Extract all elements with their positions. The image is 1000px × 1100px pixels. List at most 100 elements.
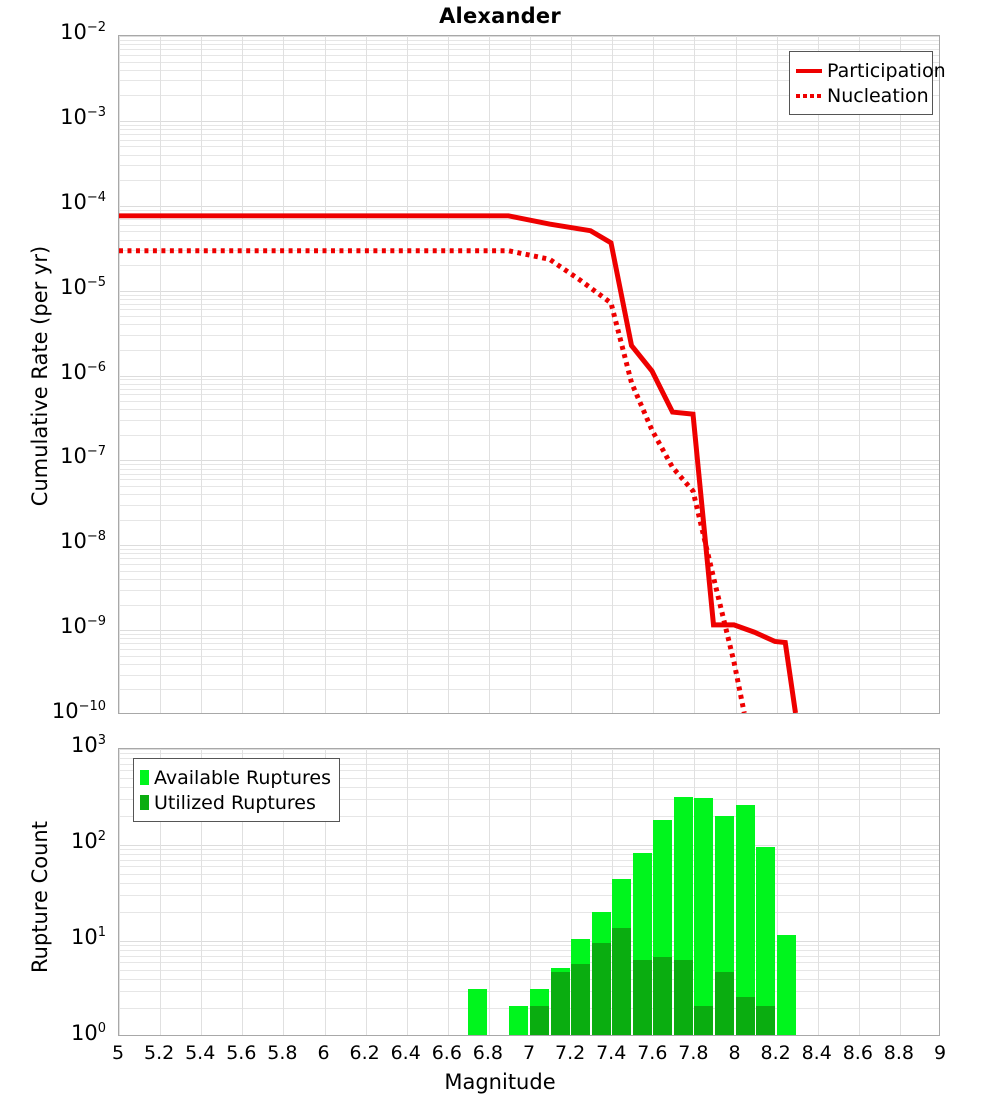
gridline-horizontal — [119, 845, 939, 846]
gridline-horizontal — [119, 849, 939, 851]
legend-item-participation[interactable]: Participation — [796, 58, 946, 83]
legend-item-available-ruptures[interactable]: Available Ruptures — [140, 765, 331, 790]
gridline-horizontal — [119, 44, 939, 46]
gridline-horizontal — [119, 648, 939, 650]
gridline-horizontal — [119, 349, 939, 351]
gridline-vertical — [160, 749, 162, 1035]
gridline-horizontal — [119, 630, 939, 632]
solid-line-swatch-icon — [796, 68, 822, 73]
legend-label-utilized-ruptures: Utilized Ruptures — [154, 791, 316, 814]
gridline-horizontal — [119, 36, 939, 37]
gridline-vertical — [571, 749, 573, 1035]
histogram-bars — [119, 749, 939, 1035]
gridline-vertical — [283, 749, 285, 1035]
xaxis-label: Magnitude — [444, 1070, 556, 1094]
gridline-horizontal — [119, 165, 939, 167]
histogram-bar — [653, 819, 673, 1035]
gridline-horizontal — [119, 579, 939, 581]
gridline-vertical — [817, 749, 819, 1035]
gridline-horizontal — [119, 479, 939, 481]
gridline-horizontal — [119, 553, 939, 555]
dotted-line-swatch-icon — [796, 93, 822, 98]
gridline-horizontal — [119, 991, 939, 993]
gridline-horizontal — [119, 69, 939, 71]
gridline-vertical — [201, 749, 203, 1035]
top-ytick-column: 10−2 10−3 10−4 10−5 10−6 10−7 10−8 10−9 10−10 — [0, 21, 112, 722]
xaxis-tick-label: 8 — [728, 1042, 741, 1064]
gridline-horizontal — [119, 231, 939, 233]
utilized-color-swatch-icon — [140, 795, 149, 810]
xaxis-tick-label: 7 — [522, 1042, 536, 1064]
bottom-yaxis-label: Rupture Count — [28, 821, 52, 973]
gridline-horizontal — [119, 224, 939, 226]
legend-label-nucleation: Nucleation — [827, 84, 929, 107]
gridline-horizontal — [119, 638, 939, 640]
histogram-bar — [735, 804, 755, 1035]
gridline-horizontal — [119, 205, 939, 207]
gridline-horizontal — [119, 394, 939, 396]
gridline-horizontal — [119, 799, 939, 801]
yaxis-tick-label: 101 — [70, 925, 106, 949]
gridline-horizontal — [119, 61, 939, 63]
gridline-horizontal — [119, 383, 939, 385]
gridline-horizontal — [119, 758, 939, 760]
xaxis-tick-label: 5 — [111, 1042, 125, 1064]
gridline-horizontal — [119, 604, 939, 606]
curve-participation — [119, 213, 798, 713]
gridline-horizontal — [119, 634, 939, 635]
gridline-vertical — [447, 749, 449, 1035]
gridline-vertical — [694, 36, 696, 713]
gridline-vertical — [530, 749, 531, 1035]
gridline-vertical — [612, 36, 614, 713]
histogram-bar-utilized — [571, 963, 591, 1035]
histogram-bar-utilized — [550, 972, 570, 1035]
gridline-horizontal — [119, 895, 939, 897]
gridline-horizontal — [119, 419, 939, 421]
xaxis-tick-label: 5.6 — [226, 1042, 257, 1064]
gridline-vertical — [858, 749, 860, 1035]
gridline-horizontal — [119, 674, 939, 676]
legend-label-participation: Participation — [827, 59, 946, 82]
legend-item-utilized-ruptures[interactable]: Utilized Ruptures — [140, 790, 331, 815]
legend-item-nucleation[interactable]: Nucleation — [796, 83, 929, 108]
gridline-vertical — [406, 749, 408, 1035]
gridline-vertical — [858, 36, 860, 713]
curve-nucleation — [119, 248, 747, 713]
bottom-ytick-column: 103 102 101 100 — [0, 734, 112, 1044]
gridline-horizontal — [119, 955, 939, 957]
gridline-vertical — [571, 36, 573, 713]
xaxis-tick-label: 8.6 — [842, 1042, 873, 1064]
xaxis-tick-label: 7.8 — [678, 1042, 709, 1064]
histogram-bar-utilized — [591, 943, 611, 1035]
gridline-vertical — [324, 36, 326, 713]
gridline-horizontal — [119, 335, 939, 336]
gridline-horizontal — [119, 749, 939, 750]
gridline-horizontal — [119, 95, 939, 97]
gridline-horizontal — [119, 473, 939, 475]
gridline-horizontal — [119, 434, 939, 436]
gridline-vertical — [201, 36, 203, 713]
gridline-horizontal — [119, 643, 939, 645]
gridline-vertical — [488, 36, 490, 713]
gridline-horizontal — [119, 770, 939, 772]
gridline-horizontal — [119, 464, 939, 466]
gridline-horizontal — [119, 250, 939, 252]
gridline-horizontal — [119, 570, 939, 572]
yaxis-tick-label: 10−2 — [60, 20, 106, 44]
gridline-vertical — [899, 36, 901, 713]
xaxis-tick-label: 8.8 — [883, 1042, 914, 1064]
legend-label-available-ruptures: Available Ruptures — [154, 766, 331, 789]
histogram-bar — [632, 853, 652, 1035]
gridline-horizontal — [119, 154, 939, 156]
gridline-horizontal — [119, 504, 939, 506]
histogram-bar-utilized — [530, 1006, 550, 1035]
histogram-bar — [694, 797, 714, 1035]
histogram-bar — [571, 939, 591, 1035]
gridline-vertical — [324, 749, 326, 1035]
gridline-vertical — [119, 36, 120, 713]
top-yaxis-label: Cumulative Rate (per yr) — [28, 245, 52, 507]
gridline-horizontal — [119, 558, 939, 560]
xaxis-tick-label: 7.4 — [596, 1042, 627, 1064]
gridline-horizontal — [119, 589, 939, 591]
